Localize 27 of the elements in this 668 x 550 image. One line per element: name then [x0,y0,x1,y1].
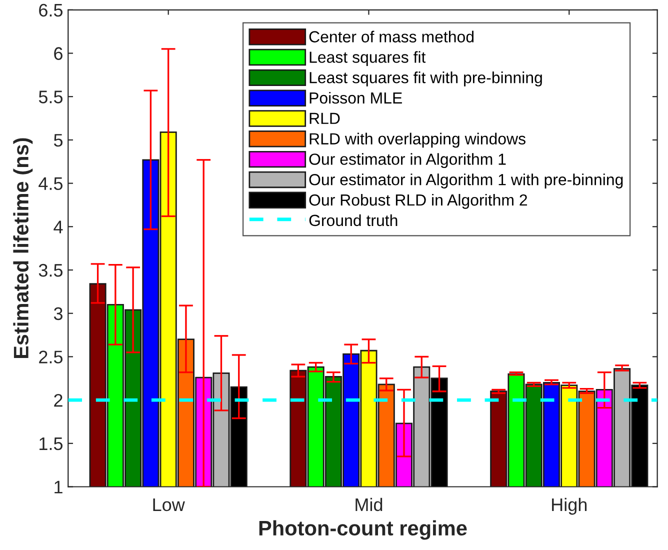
legend-label: Center of mass method [309,30,474,42]
legend-label: RLD with overlapping windows [310,132,526,148]
legend-label: Our estimator in Algorithm 1 with pre-binning [309,174,623,188]
y-tick-label: 4 [54,220,63,234]
y-tick-label: 5.5 [38,90,63,104]
y-axis-title: Estimated lifetime (ns) [13,138,33,358]
y-tick-label: 6.5 [39,4,63,17]
x-tick-label: Mid [356,498,382,512]
y-tick-label: 3 [54,307,62,320]
y-tick-label: 1.5 [40,438,63,450]
x-tick-label: Low [153,498,185,512]
y-tick-label: 3.5 [38,264,63,277]
y-tick-label: 2 [54,394,62,407]
y-tick-label: 1 [54,480,62,494]
y-tick-label: 4.5 [38,177,63,190]
legend-label: Least squares fit with pre-binning [310,72,542,86]
y-tick-label: 5 [54,134,63,147]
y-tick-label: 2.5 [39,350,63,364]
legend-label: Ground truth [309,214,398,226]
x-axis-title: Photon-count regime [259,520,467,540]
x-tick-label: High [552,498,587,515]
legend-label: Our estimator in Algorithm 1 [309,153,506,168]
y-tick-label: 6 [54,47,62,60]
legend-label: Our Robust RLD in Algorithm 2 [309,194,528,209]
legend-label: Poisson MLE [310,92,402,104]
legend-label: RLD [310,112,340,124]
legend-label: Least squares fit [310,51,426,66]
